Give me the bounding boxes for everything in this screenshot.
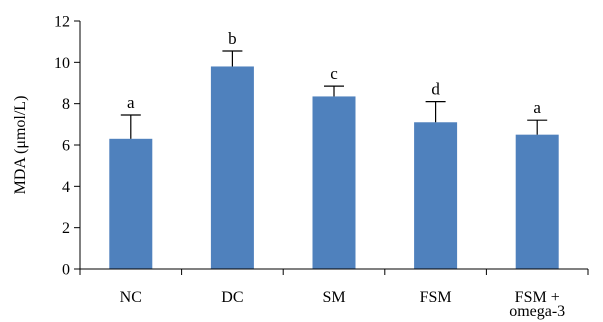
x-axis	[79, 268, 589, 275]
y-tick-label: 6	[62, 138, 70, 155]
significance-label: b	[228, 29, 237, 48]
significance-label: d	[431, 80, 440, 99]
bar	[312, 96, 356, 269]
significance-label: c	[330, 64, 338, 83]
y-tick-label: 12	[54, 14, 70, 31]
bar	[210, 66, 254, 269]
significance-label: a	[533, 98, 541, 117]
category-label: FSM +	[515, 289, 560, 306]
y-axis: 0 2 4 6 8 10 12	[54, 14, 81, 279]
category-label: DC	[221, 289, 243, 306]
significance-labels: a b c d a	[127, 29, 541, 117]
y-tick-label: 4	[62, 179, 70, 196]
category-label: NC	[120, 289, 142, 306]
category-label: FSM	[420, 289, 452, 306]
bar	[109, 138, 153, 269]
bars	[109, 66, 559, 270]
y-axis-label-group: MDA (μmol/L)	[12, 96, 29, 195]
error-bars	[120, 50, 548, 139]
category-labels: NC DC SM FSM FSM +omega-3	[120, 289, 566, 320]
category-label: SM	[322, 289, 345, 306]
significance-label: a	[127, 93, 135, 112]
bar	[515, 134, 559, 269]
y-tick-label: 2	[62, 220, 70, 237]
y-tick-label: 0	[62, 262, 70, 279]
y-tick-label: 8	[62, 96, 70, 113]
y-axis-label: MDA (μmol/L)	[12, 96, 29, 195]
category-label: omega-3	[509, 303, 565, 320]
y-tick-label: 10	[54, 55, 70, 72]
bar	[414, 122, 458, 270]
